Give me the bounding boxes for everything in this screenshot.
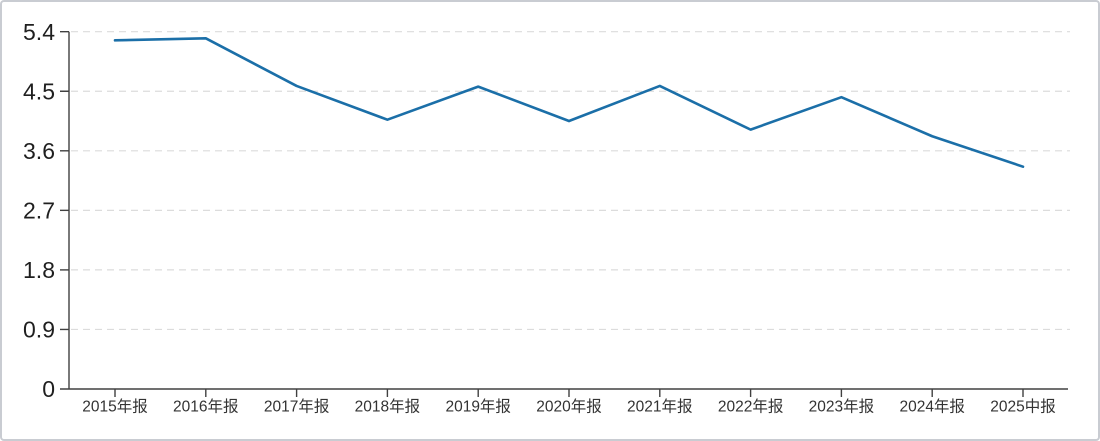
- x-tick-label: 2023年报: [809, 397, 874, 415]
- x-tick-label: 2017年报: [264, 397, 329, 415]
- y-tick-label: 4.5: [23, 78, 55, 104]
- y-tick-label: 5.4: [23, 19, 55, 45]
- x-tick-label: 2020年报: [536, 397, 601, 415]
- x-tick-label: 2021年报: [627, 397, 692, 415]
- x-tick-label: 2015年报: [82, 397, 147, 415]
- x-tick-label: 2022年报: [718, 397, 783, 415]
- y-tick-label: 1.8: [23, 257, 55, 283]
- x-tick-label: 2024年报: [899, 397, 964, 415]
- y-tick-label: 0: [42, 376, 55, 402]
- x-tick-label: 2025中报: [990, 397, 1055, 415]
- y-tick-label: 3.6: [23, 138, 55, 164]
- x-axis: 2015年报 2016年报 2017年报 2018年报 2019年报 2020年报 2021…: [69, 388, 1068, 415]
- y-tick-label: 0.9: [23, 317, 55, 343]
- x-tick-label: 2019年报: [445, 397, 510, 415]
- gridlines: [71, 31, 1070, 331]
- y-tick-label: 2.7: [23, 197, 55, 223]
- y-axis: 0 0.9 1.8 2.7 3.6 4.5 5.4: [23, 19, 70, 402]
- x-tick-label: 2018年报: [355, 397, 420, 415]
- series-line: [113, 37, 1025, 168]
- x-tick-label: 2016年报: [173, 397, 238, 415]
